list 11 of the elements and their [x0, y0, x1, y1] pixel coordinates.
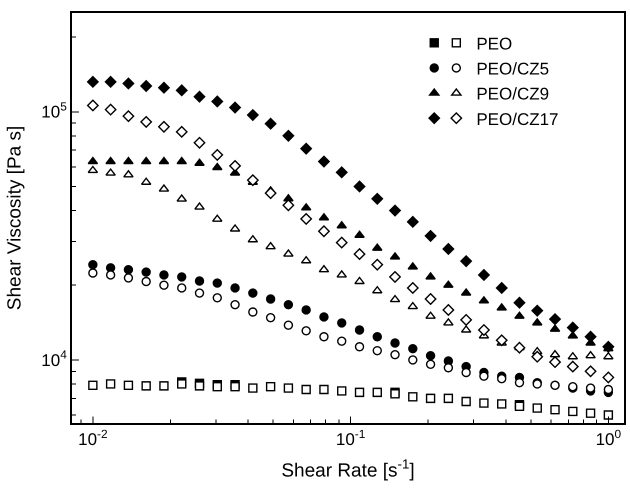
legend-label: PEO/CZ5	[476, 60, 550, 79]
x-tick-label: 10$^{-2}$	[78, 427, 108, 450]
y-axis-title: Shear Viscosity [Pa s]	[4, 126, 26, 310]
legend-label: PEO/CZ9	[476, 84, 550, 104]
legend-label: PEO/CZ17	[476, 110, 559, 129]
legend-label: PEO	[476, 34, 512, 54]
x-tick-label: 10$^{-1}$	[336, 427, 366, 450]
x-tick-label: 10$^{0}$	[596, 427, 622, 450]
y-tick-label: 10$^{5}$	[41, 100, 68, 122]
y-tick-label: 10$^{4}$	[41, 348, 68, 370]
x-axis-title: Shear Rate [s$^{-1}$]	[281, 456, 415, 482]
